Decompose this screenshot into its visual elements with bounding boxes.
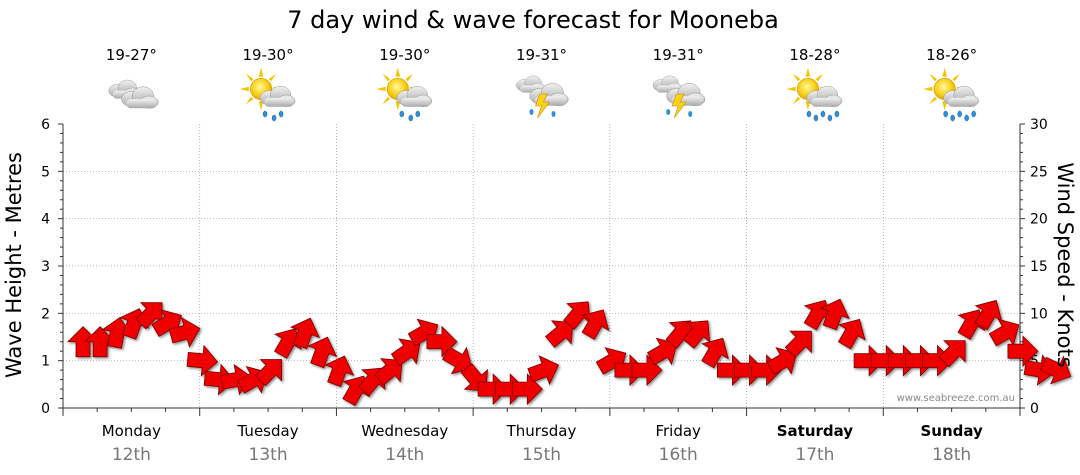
wind-arrow (563, 301, 591, 330)
storm-icon (652, 75, 706, 119)
day-date-label: 18th (932, 445, 971, 465)
wind-arrow (290, 317, 321, 350)
day-temp-range: 18-28° (789, 46, 840, 64)
day-date-label: 16th (659, 445, 698, 465)
wind-arrow (307, 336, 338, 369)
day-name-label: Tuesday (237, 422, 299, 440)
day-name-label: Friday (655, 422, 701, 440)
chart-title: 7 day wind & wave forecast for Mooneba (287, 6, 779, 34)
y-tick-label: 3 (41, 259, 50, 275)
day-temp-range: 19-30° (379, 46, 430, 64)
day-name-label: Wednesday (361, 422, 448, 440)
day-name-label: Monday (102, 422, 161, 440)
day-temp-range: 19-31° (653, 46, 704, 64)
day-date-label: 14th (385, 445, 424, 465)
storm-icon (516, 75, 569, 119)
y2-tick-label: 15 (1030, 259, 1048, 275)
wind-arrow (135, 302, 163, 330)
wind-arrow (186, 344, 219, 377)
wind-arrow (1040, 355, 1072, 385)
wind-arrow (511, 373, 543, 406)
y-tick-label: 2 (41, 306, 50, 322)
wind-arrow (168, 316, 201, 348)
wind-arrow (324, 355, 355, 388)
day-temp-range: 19-30° (243, 46, 294, 64)
wind-arrow (819, 298, 850, 331)
day-date-label: 13th (249, 445, 288, 465)
y2-tick-label: 0 (1030, 401, 1039, 417)
y2-tick-label: 25 (1030, 164, 1048, 180)
y-axis-title: Wave Height - Metres (2, 152, 26, 378)
wind-arrow (527, 355, 560, 386)
day-date-label: 12th (112, 445, 151, 465)
day-temp-range: 18-26° (926, 46, 977, 64)
wind-arrow (273, 328, 302, 359)
sun-cloud-showers-icon (376, 67, 433, 122)
day-date-label: 15th (522, 445, 561, 465)
wind-arrow (837, 318, 866, 350)
y2-tick-label: 20 (1030, 212, 1048, 228)
wind-arrow (784, 330, 812, 358)
y-tick-label: 6 (41, 117, 50, 133)
wind-arrow (101, 316, 133, 349)
y2-tick-label: 30 (1030, 117, 1048, 133)
y2-axis-title: Wind Speed - Knots (1053, 162, 1077, 367)
wind-arrow (974, 299, 1003, 331)
day-temp-range: 19-31° (516, 46, 567, 64)
wind-arrow (390, 338, 421, 367)
y-tick-label: 4 (41, 212, 50, 228)
day-name-label: Sunday (920, 422, 983, 440)
wind-arrow (938, 340, 966, 368)
y2-tick-label: 10 (1030, 306, 1048, 322)
wind-arrow (988, 318, 1020, 347)
wind-arrow (254, 359, 283, 387)
wind-arrow (682, 320, 711, 349)
credit-text: www.seabreeze.com.au (897, 393, 1015, 404)
day-date-label: 17th (795, 445, 834, 465)
wind-arrow (701, 337, 729, 369)
y-tick-label: 5 (41, 164, 50, 180)
wind-arrow (581, 309, 610, 340)
cloudy-icon (108, 79, 159, 109)
sun-cloud-rain-icon (786, 67, 843, 122)
wind-arrow (67, 326, 99, 358)
wind-arrow (1007, 335, 1039, 368)
day-name-label: Saturday (777, 422, 854, 440)
sun-cloud-showers-icon (239, 67, 296, 122)
day-name-label: Thursday (506, 422, 577, 440)
day-temp-range: 19-27° (106, 46, 157, 64)
y-tick-label: 1 (41, 354, 50, 370)
sun-cloud-rain-icon (922, 67, 979, 122)
y-tick-label: 0 (41, 401, 50, 417)
